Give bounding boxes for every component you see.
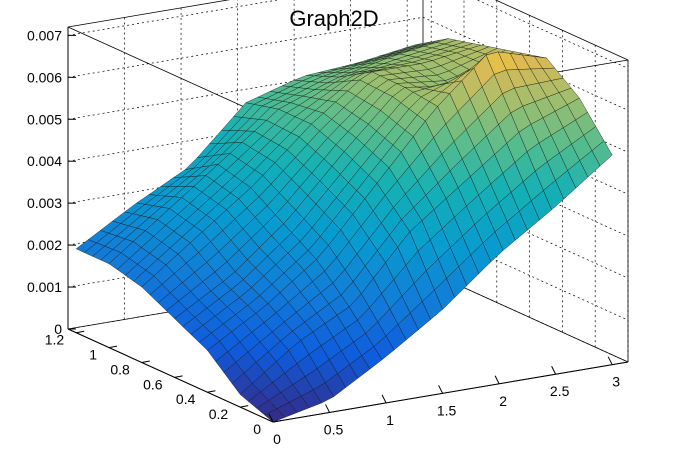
box-edge [67, 0, 231, 28]
x-tick-label: 1.5 [437, 402, 457, 418]
y-tick [207, 390, 216, 393]
surface-mesh [75, 38, 613, 423]
x-tick [438, 385, 444, 394]
y-tick [108, 345, 118, 349]
x-tick-label: 0 [273, 431, 281, 447]
y-tick-label: 1.2 [45, 332, 65, 348]
y-tick [141, 360, 150, 363]
z-tick-label: 0.005 [27, 111, 62, 127]
axes: 0 0.001 0.002 0.003 0.004 0.005 0.006 0.007 0 0.5… [27, 27, 629, 447]
y-tick-label: 0.8 [110, 361, 130, 377]
x-axis [272, 361, 629, 423]
x-tick-label: 2 [499, 393, 507, 409]
z-tick-label: 0.002 [27, 237, 62, 253]
x-tick [551, 366, 557, 375]
y-tick [76, 330, 85, 334]
y-tick-label: 1 [89, 347, 97, 363]
z-tick-label: 0.001 [27, 279, 62, 295]
x-tick [381, 394, 387, 404]
x-tick [607, 356, 613, 365]
y-tick-label: 0.4 [176, 391, 196, 407]
z-tick-label: 0.004 [27, 153, 62, 169]
z-tick-label: 0.006 [27, 69, 62, 85]
y-tick [240, 405, 249, 408]
y-tick-label: 0 [253, 421, 261, 437]
x-tick [268, 413, 274, 423]
y-axis [67, 328, 274, 423]
box-edge [494, 0, 629, 61]
x-tick-label: 2.5 [550, 383, 570, 399]
x-tick [494, 375, 500, 385]
grid-line-z [67, 0, 629, 69]
box-edge [67, 26, 274, 121]
y-tick [174, 375, 183, 378]
y-tick [272, 420, 282, 423]
y-tick-label: 0.6 [143, 376, 163, 392]
surface-cell [264, 408, 286, 423]
x-tick-label: 0.5 [324, 421, 344, 437]
z-tick-label: 0 [54, 321, 62, 337]
y-tick-label: 0.2 [209, 406, 229, 422]
chart-title: Graph2D [289, 6, 378, 31]
x-tick-label: 1 [386, 412, 394, 428]
z-tick-label: 0.003 [27, 195, 62, 211]
z-tick-label: 0.007 [27, 27, 62, 43]
x-tick [325, 404, 330, 413]
x-tick-label: 3 [612, 374, 620, 390]
